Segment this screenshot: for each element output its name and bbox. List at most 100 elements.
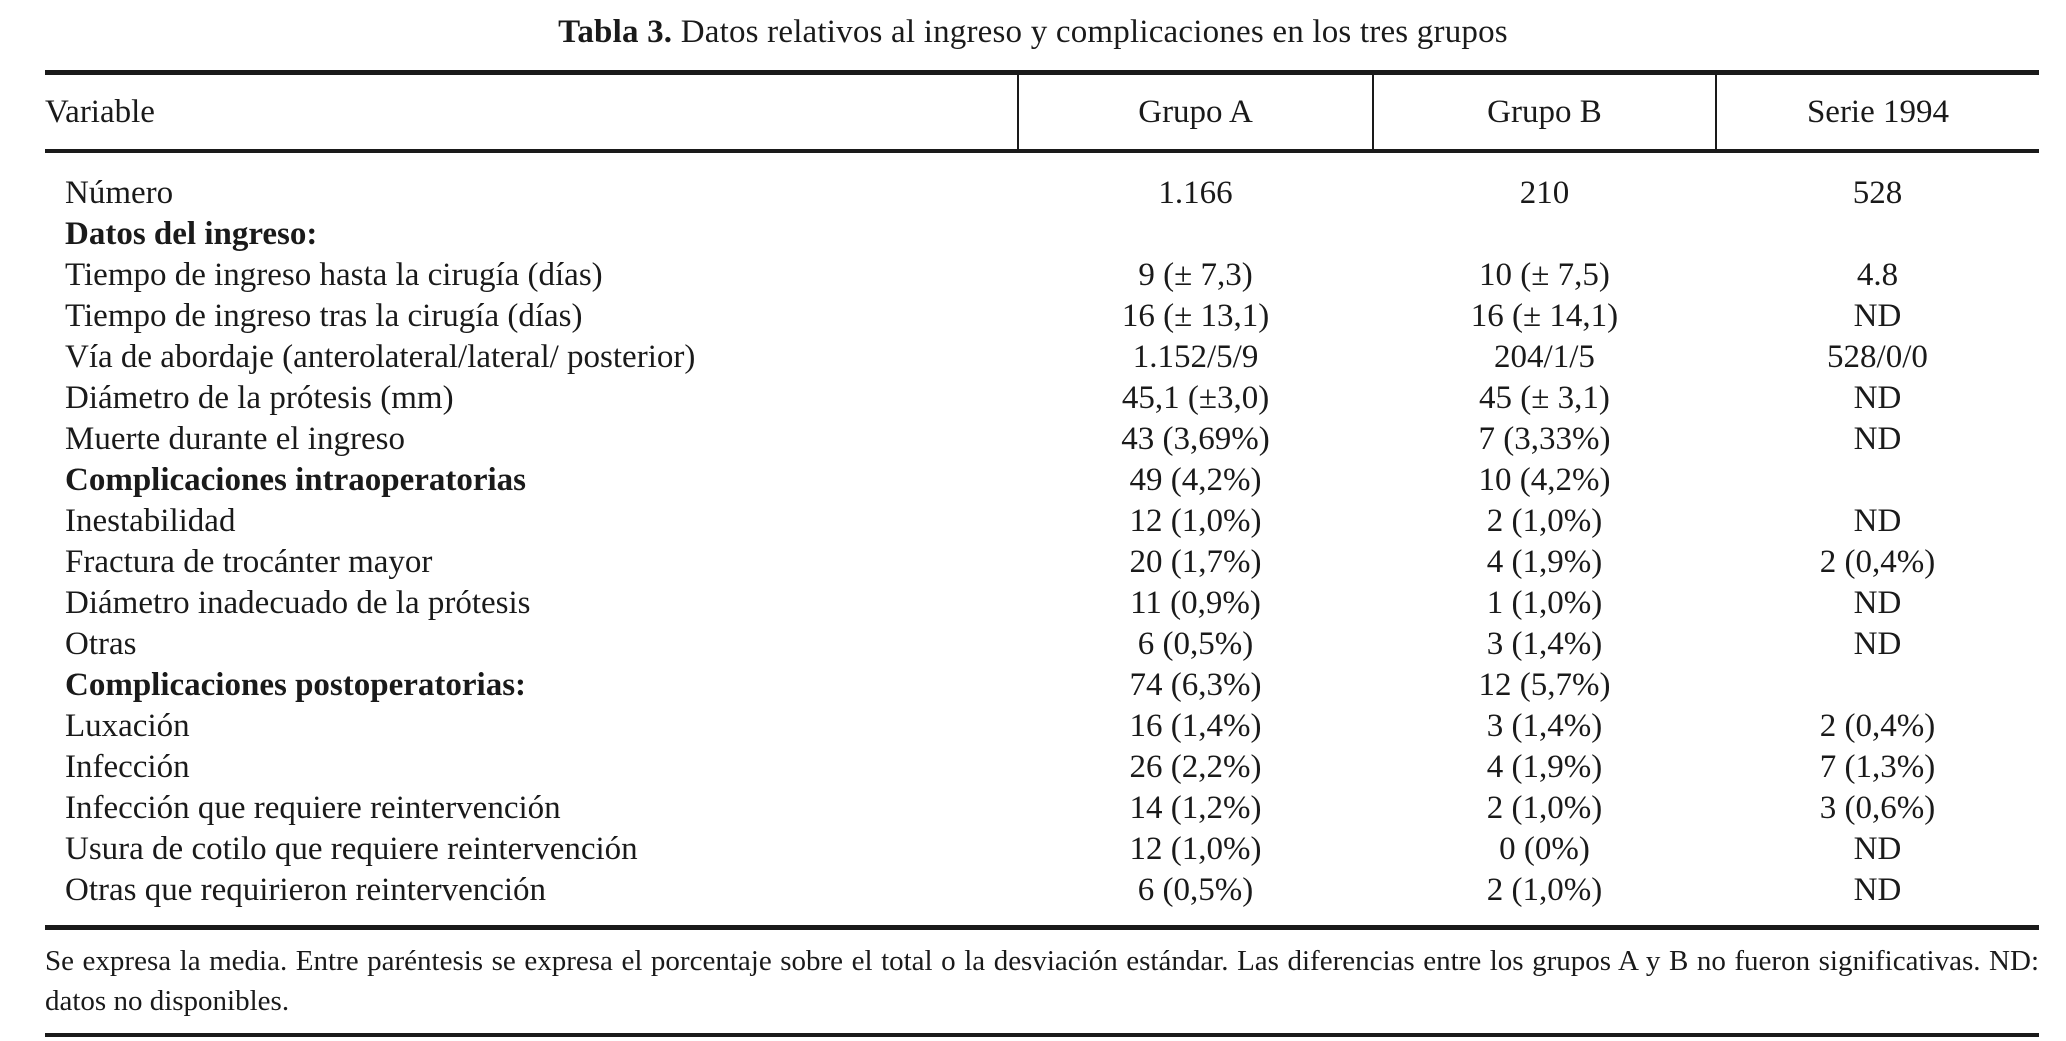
row-label: Usura de cotilo que requiere reintervenc… <box>65 831 638 867</box>
table-row: Tiempo de ingreso hasta la cirugía (días… <box>45 255 2039 296</box>
table-row: Muerte durante el ingreso 43 (3,69%) 7 (3,… <box>45 419 2039 460</box>
row-value: ND <box>1853 585 1902 621</box>
row-value: 2 (1,0%) <box>1486 872 1603 908</box>
table-row: Complicaciones intraoperatorias 49 (4,2%)… <box>45 460 2039 501</box>
row-value <box>1716 214 2039 255</box>
table-row: Usura de cotilo que requiere reintervenc… <box>45 829 2039 870</box>
column-header-variable: Variable <box>45 72 1019 153</box>
row-label: Complicaciones intraoperatorias <box>65 462 527 498</box>
row-label: Fractura de trocánter mayor <box>65 544 433 580</box>
table-number: Tabla 3. <box>558 14 673 50</box>
row-value: 16 (± 14,1) <box>1470 298 1619 334</box>
table-row: Vía de abordaje (anterolateral/lateral/ … <box>45 337 2039 378</box>
row-value: 528/0/0 <box>1827 339 1928 375</box>
row-value: 43 (3,69%) <box>1121 421 1270 457</box>
row-value: ND <box>1853 872 1902 908</box>
row-value: 11 (0,9%) <box>1130 585 1261 621</box>
row-value: 1.152/5/9 <box>1132 339 1259 375</box>
row-value: 4 (1,9%) <box>1486 749 1603 785</box>
row-value <box>1716 665 2039 706</box>
row-value: 7 (3,33%) <box>1478 421 1611 457</box>
row-value: 10 (± 7,5) <box>1479 257 1610 293</box>
row-value: 14 (1,2%) <box>1129 790 1262 826</box>
row-value: 528 <box>1852 175 1903 211</box>
table-body: Número 1.166 210 528 Datos del ingreso: Tiemp… <box>45 151 2039 928</box>
row-value: 9 (± 7,3) <box>1138 257 1253 293</box>
row-value: 16 (1,4%) <box>1129 708 1262 744</box>
data-table: Variable Grupo A Grupo B Serie 1994 Núme… <box>45 70 2039 930</box>
row-value: 1.166 <box>1158 175 1233 211</box>
row-value: 12 (1,0%) <box>1129 831 1262 867</box>
row-value: 49 (4,2%) <box>1129 462 1262 498</box>
row-value: 204/1/5 <box>1494 339 1595 375</box>
table-header: Variable Grupo A Grupo B Serie 1994 <box>45 72 2039 153</box>
row-value: 0 (0%) <box>1499 831 1590 867</box>
row-value: ND <box>1853 831 1902 867</box>
row-value: 4.8 <box>1856 257 1899 293</box>
header-row: Variable Grupo A Grupo B Serie 1994 <box>45 72 2039 153</box>
row-value: ND <box>1853 626 1902 662</box>
row-value: 26 (2,2%) <box>1129 749 1262 785</box>
row-value: 45 (± 3,1) <box>1479 380 1610 416</box>
row-value: 45,1 (±3,0) <box>1121 380 1270 416</box>
row-value: 12 (5,7%) <box>1478 667 1611 703</box>
row-label: Diámetro inadecuado de la prótesis <box>65 585 531 621</box>
row-value: 210 <box>1519 175 1570 211</box>
row-value: 20 (1,7%) <box>1129 544 1262 580</box>
row-label: Tiempo de ingreso hasta la cirugía (días… <box>65 257 603 293</box>
row-value: 3 (1,4%) <box>1486 626 1603 662</box>
row-value: ND <box>1853 421 1902 457</box>
row-value <box>1373 214 1716 255</box>
row-label: Diámetro de la prótesis (mm) <box>65 380 454 416</box>
row-label: Luxación <box>65 708 190 744</box>
row-value: 2 (1,0%) <box>1486 790 1603 826</box>
row-label: Tiempo de ingreso tras la cirugía (días) <box>65 298 583 334</box>
table-row: Infección 26 (2,2%) 4 (1,9%) 7 (1,3%) <box>45 747 2039 788</box>
row-value: ND <box>1853 503 1902 539</box>
table-footnote: Se expresa la media. Entre paréntesis se… <box>45 945 2039 1017</box>
row-value: 2 (0,4%) <box>1819 544 1936 580</box>
table-row: Diámetro inadecuado de la prótesis 11 (0,… <box>45 583 2039 624</box>
row-value: 4 (1,9%) <box>1486 544 1603 580</box>
row-value: 1 (1,0%) <box>1486 585 1603 621</box>
row-label: Vía de abordaje (anterolateral/lateral/ … <box>65 339 696 375</box>
data-table-wrap: Variable Grupo A Grupo B Serie 1994 Núme… <box>45 70 2039 930</box>
row-value: 3 (1,4%) <box>1486 708 1603 744</box>
row-label: Otras <box>65 626 137 662</box>
row-value: ND <box>1853 298 1902 334</box>
table-row: Número 1.166 210 528 <box>45 151 2039 214</box>
table-row: Inestabilidad 12 (1,0%) 2 (1,0%) ND <box>45 501 2039 542</box>
column-header-grupo-a: Grupo A <box>1017 72 1373 153</box>
row-label: Datos del ingreso: <box>65 216 318 252</box>
table-row: Fractura de trocánter mayor 20 (1,7%) 4 (1… <box>45 542 2039 583</box>
table-caption: Datos relativos al ingreso y complicacio… <box>672 14 1508 50</box>
row-label: Otras que requirieron reintervención <box>65 872 547 908</box>
row-value: 12 (1,0%) <box>1129 503 1262 539</box>
row-value: 74 (6,3%) <box>1129 667 1262 703</box>
row-value: 3 (0,6%) <box>1819 790 1936 826</box>
row-value: 7 (1,3%) <box>1819 749 1936 785</box>
row-value: ND <box>1853 380 1902 416</box>
table-row: Otras 6 (0,5%) 3 (1,4%) ND <box>45 624 2039 665</box>
row-label: Inestabilidad <box>65 503 236 539</box>
table-row: Datos del ingreso: <box>45 214 2039 255</box>
row-value: 6 (0,5%) <box>1137 626 1254 662</box>
row-value: 6 (0,5%) <box>1137 872 1254 908</box>
row-label: Número <box>65 175 174 211</box>
table-row: Diámetro de la prótesis (mm) 45,1 (±3,0) 4… <box>45 378 2039 419</box>
row-label: Infección que requiere reintervención <box>65 790 561 826</box>
table-row: Otras que requirieron reintervención 6 (0… <box>45 870 2039 928</box>
table-row: Tiempo de ingreso tras la cirugía (días)… <box>45 296 2039 337</box>
table-title: Tabla 3. Datos relativos al ingreso y co… <box>0 14 2066 51</box>
row-label: Muerte durante el ingreso <box>65 421 405 457</box>
row-label: Complicaciones postoperatorias: <box>65 667 527 703</box>
row-label: Infección <box>65 749 190 785</box>
row-value <box>1716 460 2039 501</box>
column-header-grupo-b: Grupo B <box>1372 72 1716 153</box>
table-row: Luxación 16 (1,4%) 3 (1,4%) 2 (0,4%) <box>45 706 2039 747</box>
row-value: 10 (4,2%) <box>1478 462 1611 498</box>
row-value: 2 (0,4%) <box>1819 708 1936 744</box>
row-value <box>1018 214 1373 255</box>
row-value: 2 (1,0%) <box>1486 503 1603 539</box>
